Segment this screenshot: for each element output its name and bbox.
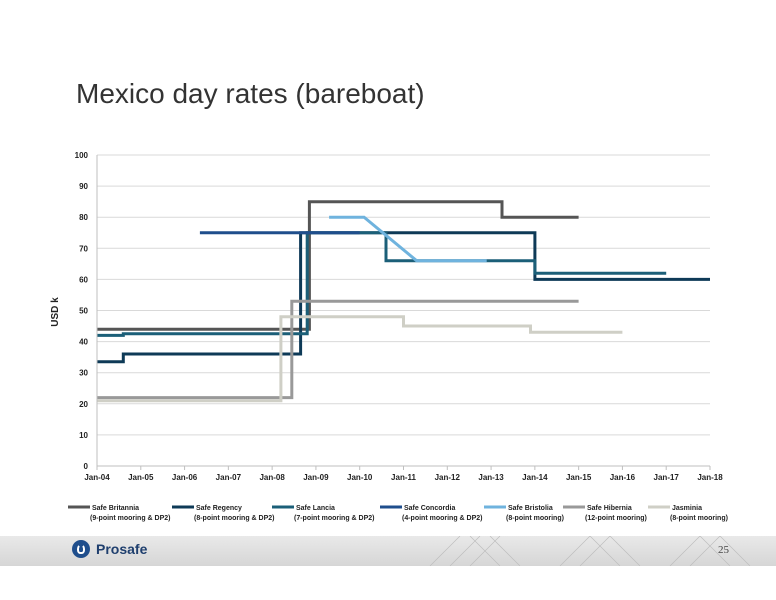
legend-label: Safe Hibernia	[587, 505, 632, 512]
x-tick-label: Jan-06	[172, 473, 198, 482]
legend-sublabel: (8-point mooring & DP2)	[194, 515, 275, 522]
footer-bar	[0, 536, 776, 566]
x-tick-label: Jan-05	[128, 473, 154, 482]
legend-sublabel: (8-point mooring)	[670, 515, 728, 522]
y-tick-label: 80	[79, 213, 88, 222]
x-tick-label: Jan-13	[478, 473, 504, 482]
y-tick-label: 50	[79, 307, 88, 316]
y-axis-ticks: 0 10 20 30 40 50 60 70 80 90 100	[75, 151, 89, 471]
series-line-safe-regency	[97, 231, 710, 364]
series-line-safe-hibernia	[97, 299, 579, 400]
x-tick-label: Jan-11	[391, 473, 416, 482]
legend-label: Safe Bristolia	[508, 505, 553, 512]
x-tick-label: Jan-10	[347, 473, 373, 482]
chart-series	[97, 200, 710, 403]
legend-sublabel: (7-point mooring & DP2)	[294, 515, 375, 522]
chart-legend: Safe Britannia (9-point mooring & DP2) Saf…	[68, 505, 728, 522]
legend-sublabel: (12-point mooring)	[585, 515, 647, 522]
x-tick-label: Jan-08	[259, 473, 285, 482]
series-line-safe-bristolia	[329, 215, 487, 263]
legend-label: Safe Lancia	[296, 505, 335, 512]
legend-sublabel: (4-point mooring & DP2)	[402, 515, 483, 522]
y-tick-label: 40	[79, 338, 88, 347]
y-tick-label: 60	[79, 275, 88, 284]
series-line-safe-britannia	[97, 200, 579, 331]
footer-decoration	[429, 536, 751, 566]
y-tick-label: 30	[79, 369, 88, 378]
x-tick-label: Jan-12	[435, 473, 461, 482]
x-tick-label: Jan-07	[216, 473, 242, 482]
legend-label: Safe Concordia	[404, 505, 455, 512]
page-number: 25	[718, 544, 729, 556]
y-tick-label: 20	[79, 400, 88, 409]
x-tick-label: Jan-17	[654, 473, 680, 482]
y-tick-label: 10	[79, 431, 88, 440]
brand-logo: Prosafe	[72, 540, 147, 558]
y-tick-label: 0	[84, 462, 89, 471]
x-tick-label: Jan-16	[610, 473, 636, 482]
chart-gridlines	[97, 154, 710, 467]
y-axis-label: USD k	[50, 297, 61, 327]
x-tick-label: Jan-15	[566, 473, 592, 482]
legend-label: Safe Regency	[196, 505, 242, 512]
x-axis-ticks: Jan-04 Jan-05 Jan-06 Jan-07 Jan-08 Jan-09 Jan-…	[84, 466, 723, 482]
legend-label: Safe Britannia	[92, 505, 139, 512]
x-tick-label: Jan-18	[697, 473, 723, 482]
prosafe-logo-icon	[72, 540, 90, 558]
series-line-jasminia	[97, 315, 623, 403]
brand-name: Prosafe	[96, 541, 148, 557]
legend-sublabel: (9-point mooring & DP2)	[90, 515, 171, 522]
x-tick-label: Jan-14	[522, 473, 548, 482]
page-title: Mexico day rates (bareboat)	[76, 78, 425, 109]
y-tick-label: 70	[79, 244, 88, 253]
legend-label: Jasminia	[672, 505, 702, 512]
x-tick-label: Jan-09	[303, 473, 329, 482]
x-tick-label: Jan-04	[84, 473, 110, 482]
legend-sublabel: (8-point mooring)	[506, 515, 564, 522]
y-tick-label: 90	[79, 182, 88, 191]
y-tick-label: 100	[75, 151, 89, 160]
